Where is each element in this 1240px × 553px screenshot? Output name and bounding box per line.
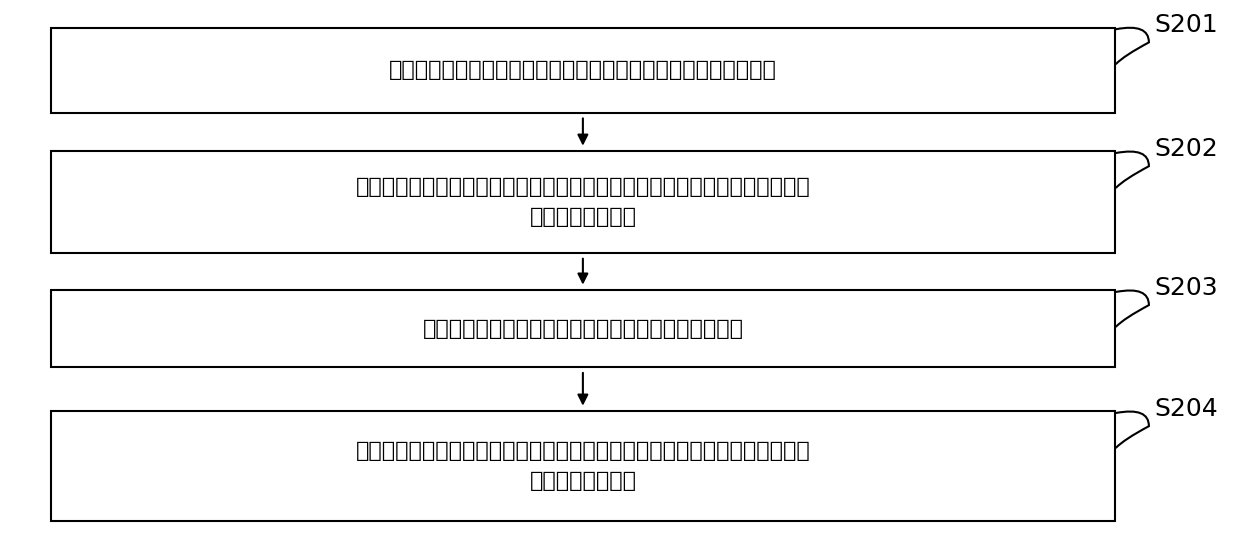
- Text: 后的财务会计凭证: 后的财务会计凭证: [529, 472, 636, 492]
- Bar: [51, 411, 1115, 521]
- Text: 定义一个生成会计凭证的规则；通过后台数据库对其经济实质进行分析运算，: 定义一个生成会计凭证的规则；通过后台数据库对其经济实质进行分析运算，: [356, 177, 810, 197]
- Bar: [51, 290, 1115, 367]
- Text: S202: S202: [1154, 137, 1218, 160]
- Text: 自动生成会计分录: 自动生成会计分录: [529, 207, 636, 227]
- Text: S203: S203: [1154, 275, 1218, 300]
- Text: S201: S201: [1154, 13, 1218, 36]
- Text: 通过电子形式对原始凭证单据进行提取，并加密存储在本地服务器: 通过电子形式对原始凭证单据进行提取，并加密存储在本地服务器: [389, 60, 776, 80]
- Bar: [51, 152, 1115, 253]
- Text: 将会计凭证进行特征提取；对特征提取后的会计凭证进行分类操作，得到分类: 将会计凭证进行特征提取；对特征提取后的会计凭证进行分类操作，得到分类: [356, 441, 810, 461]
- Text: S204: S204: [1154, 397, 1218, 420]
- Bar: [51, 28, 1115, 113]
- Text: 根据会计凭证生成规则，将会计分录自动生成会计凭证: 根据会计凭证生成规则，将会计分录自动生成会计凭证: [423, 319, 744, 339]
